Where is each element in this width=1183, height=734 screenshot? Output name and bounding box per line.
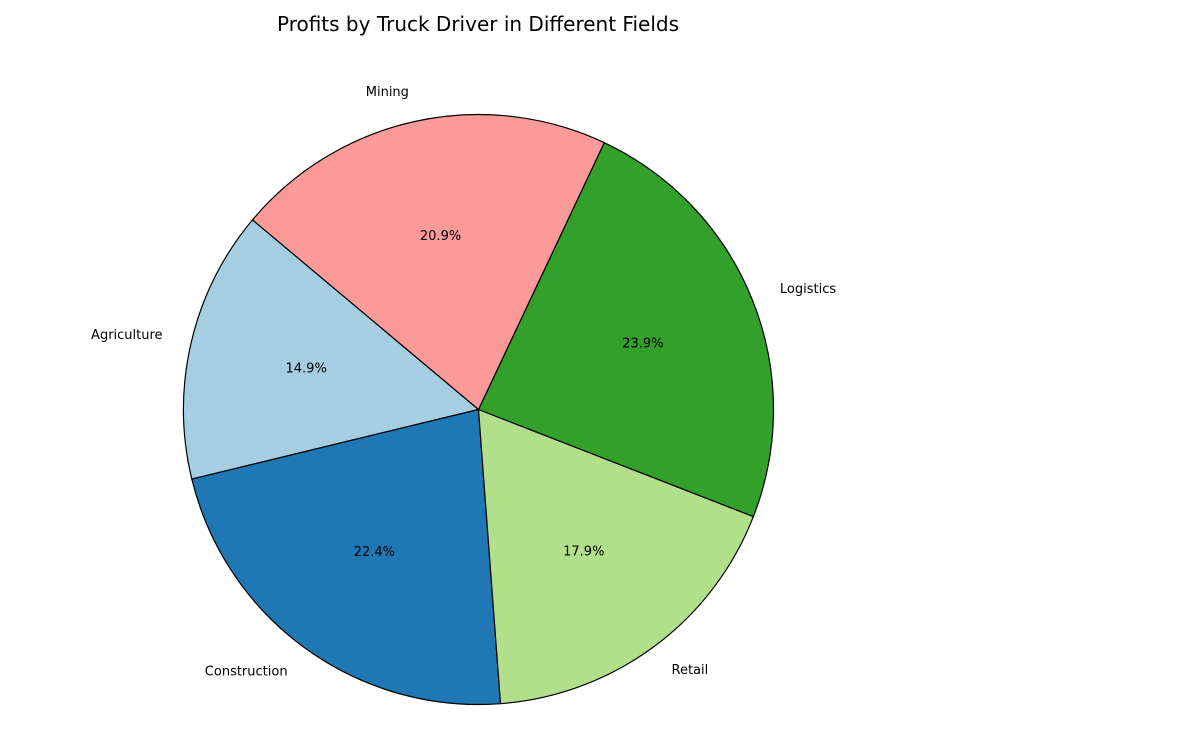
- chart-title: Profits by Truck Driver in Different Fie…: [276, 12, 680, 36]
- pie-labels: Agriculture 14.9% Construction 22.4% Retail 1…: [91, 85, 836, 679]
- pie-slice-agriculture: [182, 219, 480, 480]
- pie-slices: [182, 113, 775, 706]
- slice-label-agriculture: Agriculture: [91, 328, 163, 343]
- slice-percent-agriculture: 14.9%: [286, 362, 327, 377]
- slice-percent-mining: 20.9%: [420, 229, 461, 244]
- slice-percent-retail: 17.9%: [563, 544, 604, 559]
- slice-label-logistics: Logistics: [780, 282, 836, 297]
- slice-percent-construction: 22.4%: [354, 545, 395, 560]
- slice-percent-logistics: 23.9%: [622, 336, 663, 351]
- slice-label-retail: Retail: [672, 663, 709, 678]
- slice-label-construction: Construction: [205, 664, 288, 679]
- slice-label-mining: Mining: [366, 85, 409, 100]
- pie-slice-construction: [191, 408, 502, 706]
- pie-slice-retail: [477, 408, 754, 705]
- pie-slice-logistics: [477, 142, 775, 518]
- pie-slice-mining: [251, 113, 605, 411]
